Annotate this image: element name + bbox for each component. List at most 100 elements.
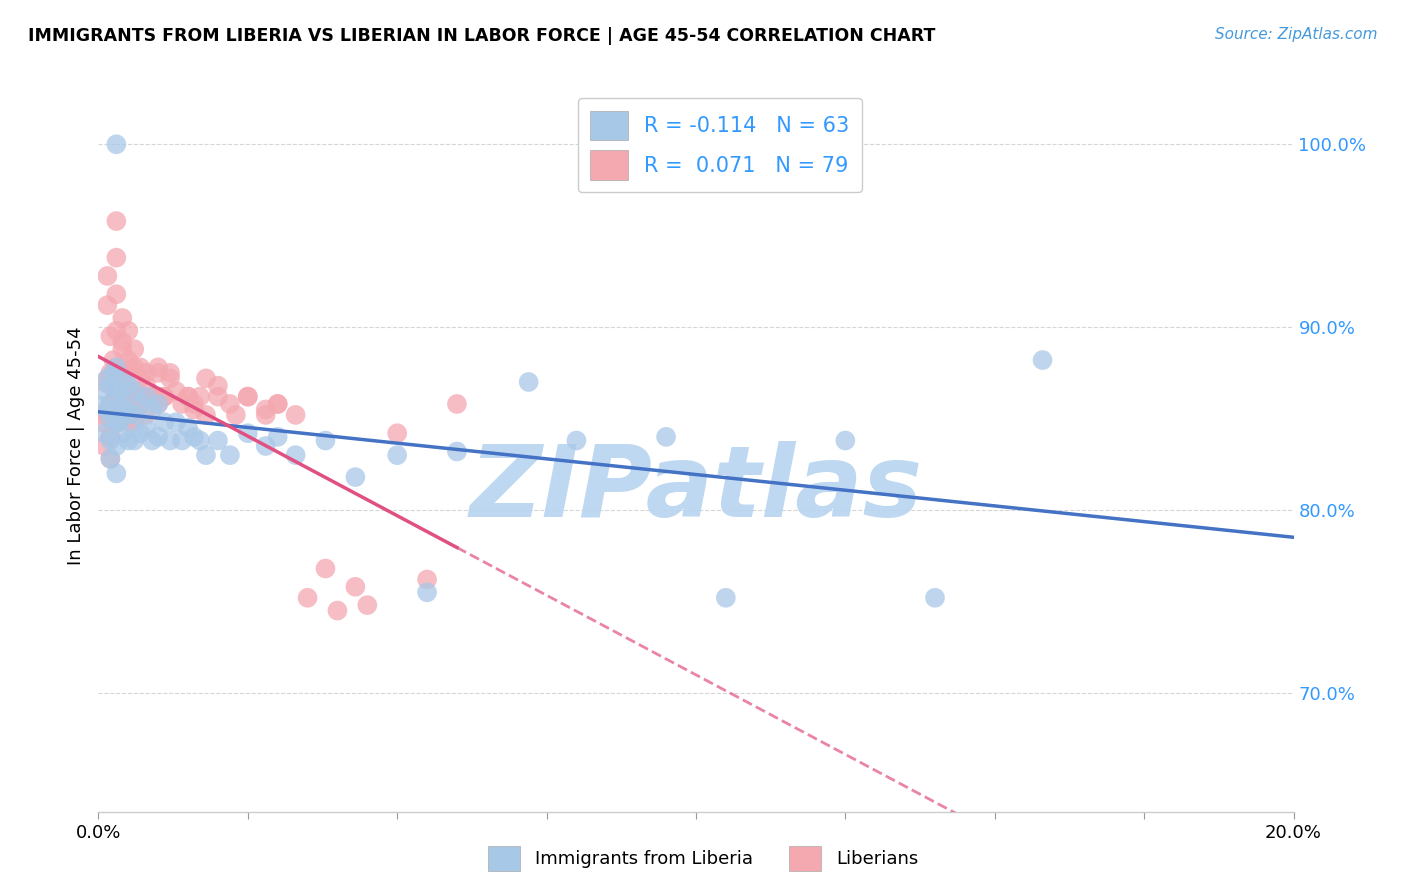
Point xyxy=(284,448,307,462)
Point xyxy=(103,366,125,380)
Point xyxy=(105,214,128,228)
Point xyxy=(924,591,946,605)
Point xyxy=(159,434,181,448)
Point xyxy=(183,397,205,411)
Point xyxy=(195,448,218,462)
Point xyxy=(108,415,131,429)
Point xyxy=(148,366,170,380)
Point xyxy=(267,397,290,411)
Point xyxy=(105,137,128,152)
Point xyxy=(108,366,131,380)
Point xyxy=(236,426,259,441)
Point xyxy=(90,399,112,413)
Point xyxy=(183,430,205,444)
Point xyxy=(416,573,439,587)
Point xyxy=(124,384,146,399)
Point xyxy=(105,360,128,375)
Point xyxy=(177,390,200,404)
Point xyxy=(236,390,259,404)
Point xyxy=(344,580,367,594)
Point xyxy=(129,390,152,404)
Point xyxy=(207,434,229,448)
Point xyxy=(834,434,856,448)
Point xyxy=(153,415,176,429)
Point xyxy=(254,439,277,453)
Point xyxy=(96,298,118,312)
Point xyxy=(105,467,128,481)
Point xyxy=(124,390,146,404)
Point xyxy=(98,411,122,425)
Point xyxy=(148,397,170,411)
Point xyxy=(446,397,468,411)
Point xyxy=(103,353,125,368)
Point xyxy=(98,430,122,444)
Point xyxy=(105,390,128,404)
Point xyxy=(124,434,146,448)
Point xyxy=(124,408,146,422)
Point xyxy=(565,434,588,448)
Point xyxy=(267,397,290,411)
Point xyxy=(655,430,678,444)
Point xyxy=(225,408,247,422)
Point xyxy=(117,408,139,422)
Point xyxy=(124,342,146,356)
Point xyxy=(165,415,187,429)
Point xyxy=(111,397,134,411)
Point xyxy=(129,397,152,411)
Point xyxy=(188,390,211,404)
Point xyxy=(183,402,205,417)
Point xyxy=(416,585,439,599)
Point xyxy=(148,397,170,411)
Point xyxy=(148,360,170,375)
Point xyxy=(98,430,122,444)
Point xyxy=(188,434,211,448)
Point xyxy=(117,415,139,429)
Point xyxy=(159,371,181,385)
Point xyxy=(129,371,152,385)
Point xyxy=(297,591,319,605)
Point xyxy=(93,439,115,453)
Point xyxy=(129,360,152,375)
Point xyxy=(111,334,134,349)
Point xyxy=(326,604,349,618)
Point xyxy=(517,375,540,389)
Point xyxy=(124,415,146,429)
Point xyxy=(105,360,128,375)
Point xyxy=(141,434,163,448)
Point xyxy=(93,426,115,441)
Point xyxy=(315,434,337,448)
Point xyxy=(98,378,122,392)
Text: IMMIGRANTS FROM LIBERIA VS LIBERIAN IN LABOR FORCE | AGE 45-54 CORRELATION CHART: IMMIGRANTS FROM LIBERIA VS LIBERIAN IN L… xyxy=(28,27,935,45)
Point xyxy=(172,397,194,411)
Point xyxy=(98,451,122,466)
Point xyxy=(111,397,134,411)
Point xyxy=(159,366,181,380)
Point xyxy=(254,402,277,417)
Point xyxy=(385,426,409,441)
Point xyxy=(98,366,122,380)
Point xyxy=(141,390,163,404)
Point xyxy=(135,378,157,392)
Point xyxy=(135,366,157,380)
Point xyxy=(135,408,157,422)
Point xyxy=(111,342,134,356)
Point xyxy=(98,397,122,411)
Text: ZIPatlas: ZIPatlas xyxy=(470,442,922,539)
Point xyxy=(117,353,139,368)
Point xyxy=(90,415,112,429)
Point xyxy=(177,390,200,404)
Point xyxy=(105,324,128,338)
Point xyxy=(141,390,163,404)
Point xyxy=(96,371,118,385)
Point xyxy=(98,329,122,343)
Point xyxy=(135,420,157,434)
Point xyxy=(1032,353,1054,368)
Point xyxy=(129,397,152,411)
Point xyxy=(114,402,136,417)
Point xyxy=(124,360,146,375)
Point xyxy=(207,378,229,392)
Point xyxy=(356,598,378,612)
Point xyxy=(105,415,128,429)
Point xyxy=(98,451,122,466)
Point xyxy=(117,378,139,392)
